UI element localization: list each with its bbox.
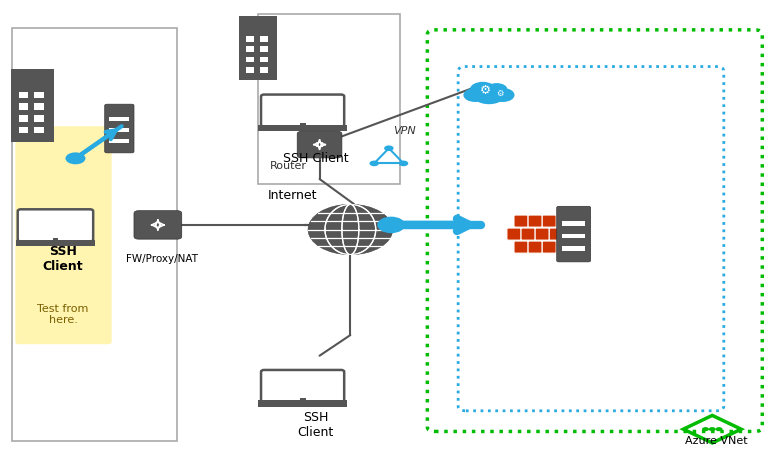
Circle shape bbox=[491, 88, 514, 102]
Text: FW/Proxy/NAT: FW/Proxy/NAT bbox=[126, 254, 198, 264]
Bar bbox=[12, 69, 54, 142]
Circle shape bbox=[470, 82, 496, 97]
Circle shape bbox=[464, 88, 487, 102]
Bar bbox=[109, 117, 129, 121]
Bar bbox=[300, 398, 306, 401]
Bar bbox=[246, 46, 254, 52]
Bar bbox=[35, 92, 44, 98]
Bar bbox=[239, 16, 277, 80]
Bar bbox=[109, 139, 129, 143]
Text: Internet: Internet bbox=[268, 189, 317, 202]
Bar bbox=[259, 125, 347, 131]
FancyBboxPatch shape bbox=[556, 241, 571, 253]
FancyBboxPatch shape bbox=[514, 241, 528, 253]
FancyBboxPatch shape bbox=[556, 215, 571, 227]
Circle shape bbox=[384, 146, 393, 151]
FancyBboxPatch shape bbox=[507, 228, 521, 240]
Circle shape bbox=[377, 217, 405, 233]
Circle shape bbox=[399, 161, 408, 166]
Text: ⚙: ⚙ bbox=[480, 84, 491, 97]
Text: SSH Client: SSH Client bbox=[283, 152, 349, 165]
Text: Azure VNet: Azure VNet bbox=[685, 436, 748, 446]
Bar bbox=[260, 46, 269, 52]
FancyBboxPatch shape bbox=[521, 228, 535, 240]
Circle shape bbox=[715, 427, 722, 431]
Circle shape bbox=[486, 83, 507, 96]
Circle shape bbox=[708, 427, 716, 431]
Bar bbox=[35, 115, 44, 122]
FancyBboxPatch shape bbox=[134, 211, 182, 239]
FancyBboxPatch shape bbox=[261, 370, 344, 402]
Bar bbox=[260, 56, 269, 62]
Bar bbox=[18, 115, 28, 122]
Bar bbox=[12, 28, 177, 441]
Bar bbox=[300, 123, 306, 126]
Bar bbox=[18, 103, 28, 110]
FancyBboxPatch shape bbox=[528, 215, 542, 227]
FancyBboxPatch shape bbox=[542, 215, 556, 227]
Text: SSH
Client: SSH Client bbox=[297, 410, 334, 439]
Bar bbox=[246, 56, 254, 62]
FancyBboxPatch shape bbox=[18, 209, 93, 241]
Bar bbox=[562, 246, 585, 251]
Bar bbox=[258, 14, 400, 184]
FancyBboxPatch shape bbox=[542, 241, 556, 253]
Circle shape bbox=[308, 204, 393, 255]
Bar bbox=[52, 238, 59, 241]
Circle shape bbox=[65, 152, 85, 164]
Bar bbox=[18, 92, 28, 98]
FancyBboxPatch shape bbox=[557, 207, 591, 262]
FancyBboxPatch shape bbox=[528, 241, 542, 253]
FancyBboxPatch shape bbox=[514, 215, 528, 227]
Circle shape bbox=[472, 84, 506, 104]
FancyBboxPatch shape bbox=[549, 228, 564, 240]
Bar bbox=[260, 36, 269, 42]
Bar bbox=[259, 400, 347, 407]
FancyBboxPatch shape bbox=[105, 104, 134, 153]
FancyBboxPatch shape bbox=[261, 95, 344, 127]
Text: ⚙: ⚙ bbox=[496, 89, 504, 98]
Bar bbox=[562, 234, 585, 238]
Bar bbox=[562, 221, 585, 226]
Circle shape bbox=[702, 427, 709, 431]
Bar bbox=[18, 127, 28, 134]
Text: VPN: VPN bbox=[393, 126, 416, 136]
Text: Test from
here.: Test from here. bbox=[38, 303, 89, 325]
Text: Router: Router bbox=[270, 161, 307, 171]
Bar bbox=[246, 36, 254, 42]
Text: SSH
Client: SSH Client bbox=[43, 245, 83, 274]
Bar bbox=[246, 67, 254, 73]
FancyBboxPatch shape bbox=[15, 126, 112, 344]
Bar bbox=[260, 67, 269, 73]
Bar bbox=[35, 103, 44, 110]
Bar bbox=[109, 128, 129, 132]
FancyBboxPatch shape bbox=[297, 131, 342, 158]
Circle shape bbox=[370, 161, 379, 166]
Bar bbox=[35, 127, 44, 134]
FancyBboxPatch shape bbox=[535, 228, 549, 240]
Bar bbox=[15, 240, 95, 246]
